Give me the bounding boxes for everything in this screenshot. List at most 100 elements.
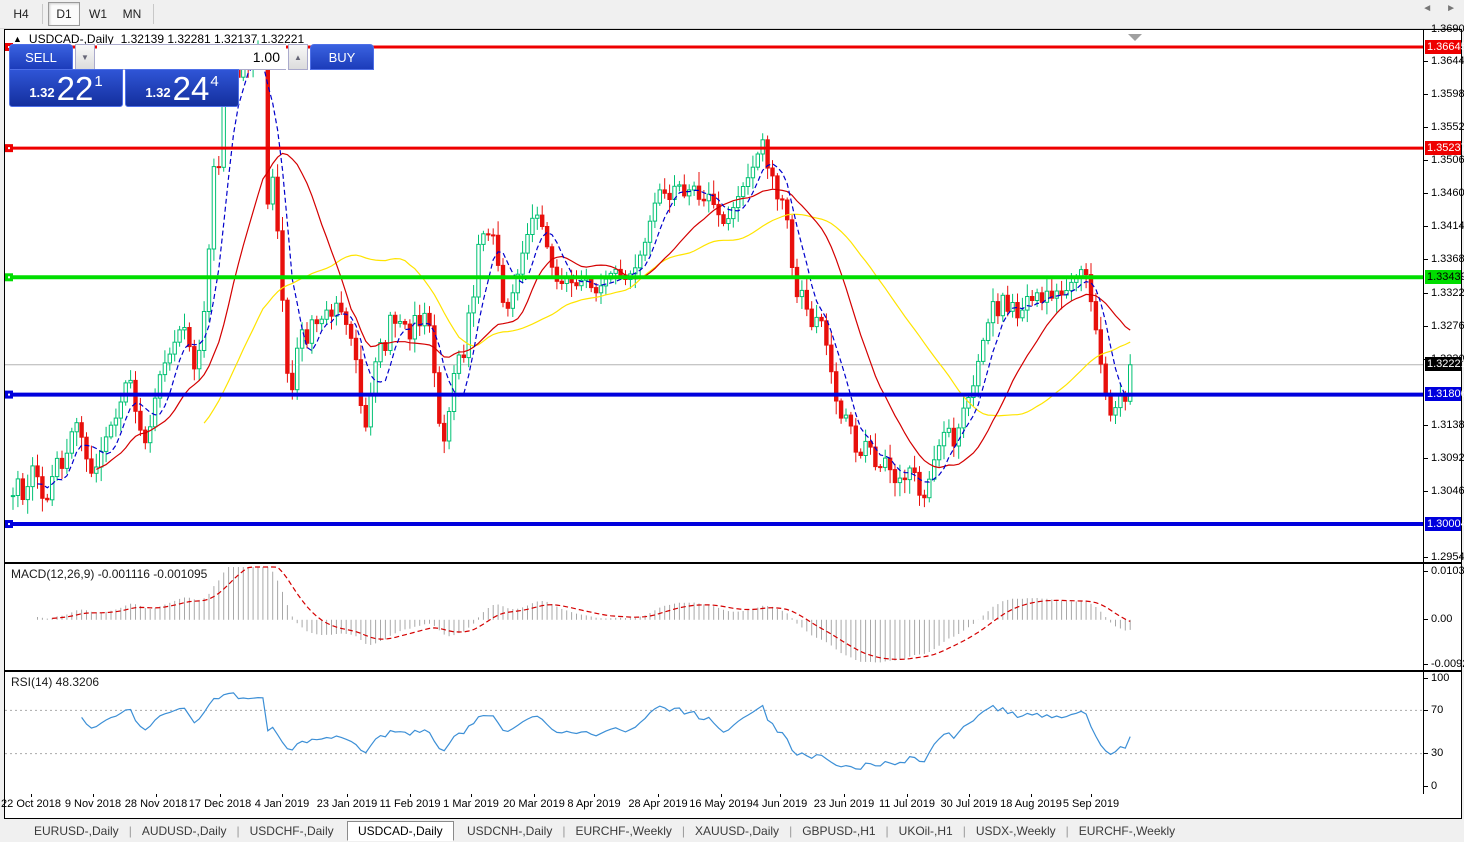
chart-title: ▲ USDCAD-,Daily 1.32139 1.32281 1.32137 … bbox=[13, 32, 304, 46]
timeframe-button-mn[interactable]: MN bbox=[122, 7, 142, 21]
panel-splitter[interactable] bbox=[5, 670, 1461, 672]
date-tick bbox=[93, 794, 94, 797]
chart-tab-ukoil-h1[interactable]: UKOil-,H1 bbox=[898, 824, 953, 838]
chart-tab-usdx-weekly[interactable]: USDX-,Weekly bbox=[975, 824, 1056, 838]
axis-tick bbox=[1424, 94, 1428, 95]
price-axis[interactable]: 1.36900 1.36440 1.35980 1.35520 1.35060 1.346… bbox=[1423, 23, 1464, 794]
date-axis-label: 22 Oct 2018 bbox=[1, 798, 61, 810]
sell-price-base: 1.32 bbox=[29, 85, 55, 100]
panel-splitter[interactable] bbox=[5, 562, 1461, 564]
date-tick bbox=[658, 794, 659, 797]
current-price-badge: 1.32221 bbox=[1425, 357, 1464, 371]
timeframe-button-h4[interactable]: H4 bbox=[13, 7, 29, 21]
volume-input[interactable] bbox=[97, 44, 286, 70]
tab-separator: | bbox=[789, 824, 793, 838]
toolbar-separator bbox=[42, 4, 43, 24]
axis-tick bbox=[1424, 458, 1428, 459]
rsi-axis-tick: 0 bbox=[1431, 780, 1438, 792]
date-axis-label: 11 Feb 2019 bbox=[379, 798, 441, 810]
rsi-svg[interactable] bbox=[5, 672, 1423, 794]
axis-tick bbox=[1424, 710, 1428, 711]
tab-scroll-left-icon[interactable]: ◄ bbox=[1422, 3, 1433, 14]
date-axis-label: 28 Nov 2018 bbox=[124, 798, 188, 810]
date-axis-label: 5 Sep 2019 bbox=[1062, 798, 1120, 810]
sell-price-big: 22 bbox=[56, 70, 94, 107]
axis-tick bbox=[1424, 425, 1428, 426]
chart-tab-audusd-daily[interactable]: AUDUSD-,Daily bbox=[141, 824, 227, 838]
axis-tick bbox=[1424, 753, 1428, 754]
chart-tab-xauusd-daily[interactable]: XAUUSD-,Daily bbox=[695, 824, 780, 838]
level-price-badge: 1.35237 bbox=[1425, 141, 1464, 155]
rsi-axis-tick: 100 bbox=[1431, 672, 1450, 684]
macd-axis-tick: 0.00 bbox=[1431, 613, 1453, 625]
macd-indicator-canvas[interactable]: MACD(12,26,9) -0.001116 -0.001095 bbox=[5, 564, 1423, 670]
axis-tick bbox=[1424, 259, 1428, 260]
collapse-chart-icon[interactable]: ▲ bbox=[13, 34, 22, 44]
date-axis-label: 4 Jan 2019 bbox=[254, 798, 310, 810]
chart-window: ▲ USDCAD-,Daily 1.32139 1.32281 1.32137 … bbox=[1, 23, 1464, 819]
rsi-indicator-canvas[interactable]: RSI(14) 48.3206 bbox=[5, 672, 1423, 794]
date-axis-label: 20 Mar 2019 bbox=[503, 798, 565, 810]
one-click-trading-panel: SELL ▼ ▲ BUY 1.32 22 1 1.32 24 4 bbox=[9, 44, 374, 108]
price-axis-tick: 1.30460 bbox=[1431, 485, 1464, 497]
price-chart-canvas[interactable] bbox=[5, 30, 1423, 562]
timeframe-toolbar: H4 D1 W1 MN bbox=[0, 0, 1464, 29]
timeframe-button-w1[interactable]: W1 bbox=[89, 7, 107, 21]
axis-tick bbox=[1424, 664, 1428, 665]
price-axis-tick: 1.33680 bbox=[1431, 253, 1464, 265]
axis-tick bbox=[1424, 160, 1428, 161]
chart-symbol-label: USDCAD-,Daily bbox=[28, 32, 114, 46]
timeframe-button-d1[interactable]: D1 bbox=[48, 2, 80, 26]
buy-price-big: 24 bbox=[172, 70, 210, 107]
date-tick bbox=[969, 794, 970, 797]
chart-tab-gbpusd-h1[interactable]: GBPUSD-,H1 bbox=[802, 824, 876, 838]
date-tick bbox=[31, 794, 32, 797]
tab-separator: | bbox=[885, 824, 889, 838]
chart-tab-usdchf-daily[interactable]: USDCHF-,Daily bbox=[249, 824, 334, 838]
price-axis-tick: 1.35060 bbox=[1431, 154, 1464, 166]
date-tick bbox=[156, 794, 157, 797]
chart-tab-usdcad-daily[interactable]: USDCAD-,Daily bbox=[346, 821, 454, 841]
date-axis-label: 16 May 2019 bbox=[689, 798, 753, 810]
price-axis-tick: 1.31380 bbox=[1431, 419, 1464, 431]
tab-separator: | bbox=[236, 824, 240, 838]
date-tick bbox=[220, 794, 221, 797]
buy-price-display[interactable]: 1.32 24 4 bbox=[125, 69, 239, 107]
date-tick bbox=[594, 794, 595, 797]
axis-tick bbox=[1424, 326, 1428, 327]
chart-tab-eurchf-weekly[interactable]: EURCHF-,Weekly bbox=[575, 824, 672, 838]
sell-button[interactable]: SELL bbox=[9, 44, 73, 70]
date-axis[interactable]: 22 Oct 2018 9 Nov 2018 28 Nov 2018 17 Dec 2… bbox=[1, 794, 1461, 818]
date-tick bbox=[780, 794, 781, 797]
axis-tick bbox=[1424, 29, 1428, 30]
chart-tab-eurusd-daily[interactable]: EURUSD-,Daily bbox=[34, 824, 119, 838]
date-tick bbox=[721, 794, 722, 797]
price-axis-tick: 1.30920 bbox=[1431, 452, 1464, 464]
date-axis-label: 1 Mar 2019 bbox=[443, 798, 499, 810]
axis-tick bbox=[1424, 557, 1428, 558]
volume-increase-button[interactable]: ▲ bbox=[288, 44, 308, 70]
volume-decrease-button[interactable]: ▼ bbox=[75, 44, 95, 70]
buy-button[interactable]: BUY bbox=[310, 44, 374, 70]
price-axis-tick: 1.34140 bbox=[1431, 220, 1464, 232]
axis-tick bbox=[1424, 127, 1428, 128]
tab-scroll-right-icon[interactable]: ► bbox=[1446, 3, 1456, 14]
toolbar-separator bbox=[153, 4, 154, 24]
date-axis-label: 4 Jun 2019 bbox=[752, 798, 808, 810]
tab-separator: | bbox=[128, 824, 132, 838]
axis-tick bbox=[1424, 571, 1428, 572]
macd-axis-tick: 0.010311 bbox=[1431, 565, 1464, 577]
level-price-badge: 1.30004 bbox=[1425, 517, 1464, 531]
axis-tick bbox=[1424, 293, 1428, 294]
chart-tab-eurchf-weekly[interactable]: EURCHF-,Weekly bbox=[1078, 824, 1176, 838]
sell-price-display[interactable]: 1.32 22 1 bbox=[9, 69, 123, 107]
macd-svg[interactable] bbox=[5, 564, 1423, 670]
date-axis-label: 11 Jul 2019 bbox=[878, 798, 936, 810]
date-tick bbox=[1031, 794, 1032, 797]
price-chart-svg[interactable] bbox=[5, 30, 1423, 562]
price-axis-tick: 1.33220 bbox=[1431, 287, 1464, 299]
buy-price-pip: 4 bbox=[210, 73, 219, 90]
chart-tab-usdcnh-daily[interactable]: USDCNH-,Daily bbox=[467, 824, 553, 838]
level-price-badge: 1.31806 bbox=[1425, 387, 1464, 401]
date-axis-label: 23 Jun 2019 bbox=[813, 798, 875, 810]
